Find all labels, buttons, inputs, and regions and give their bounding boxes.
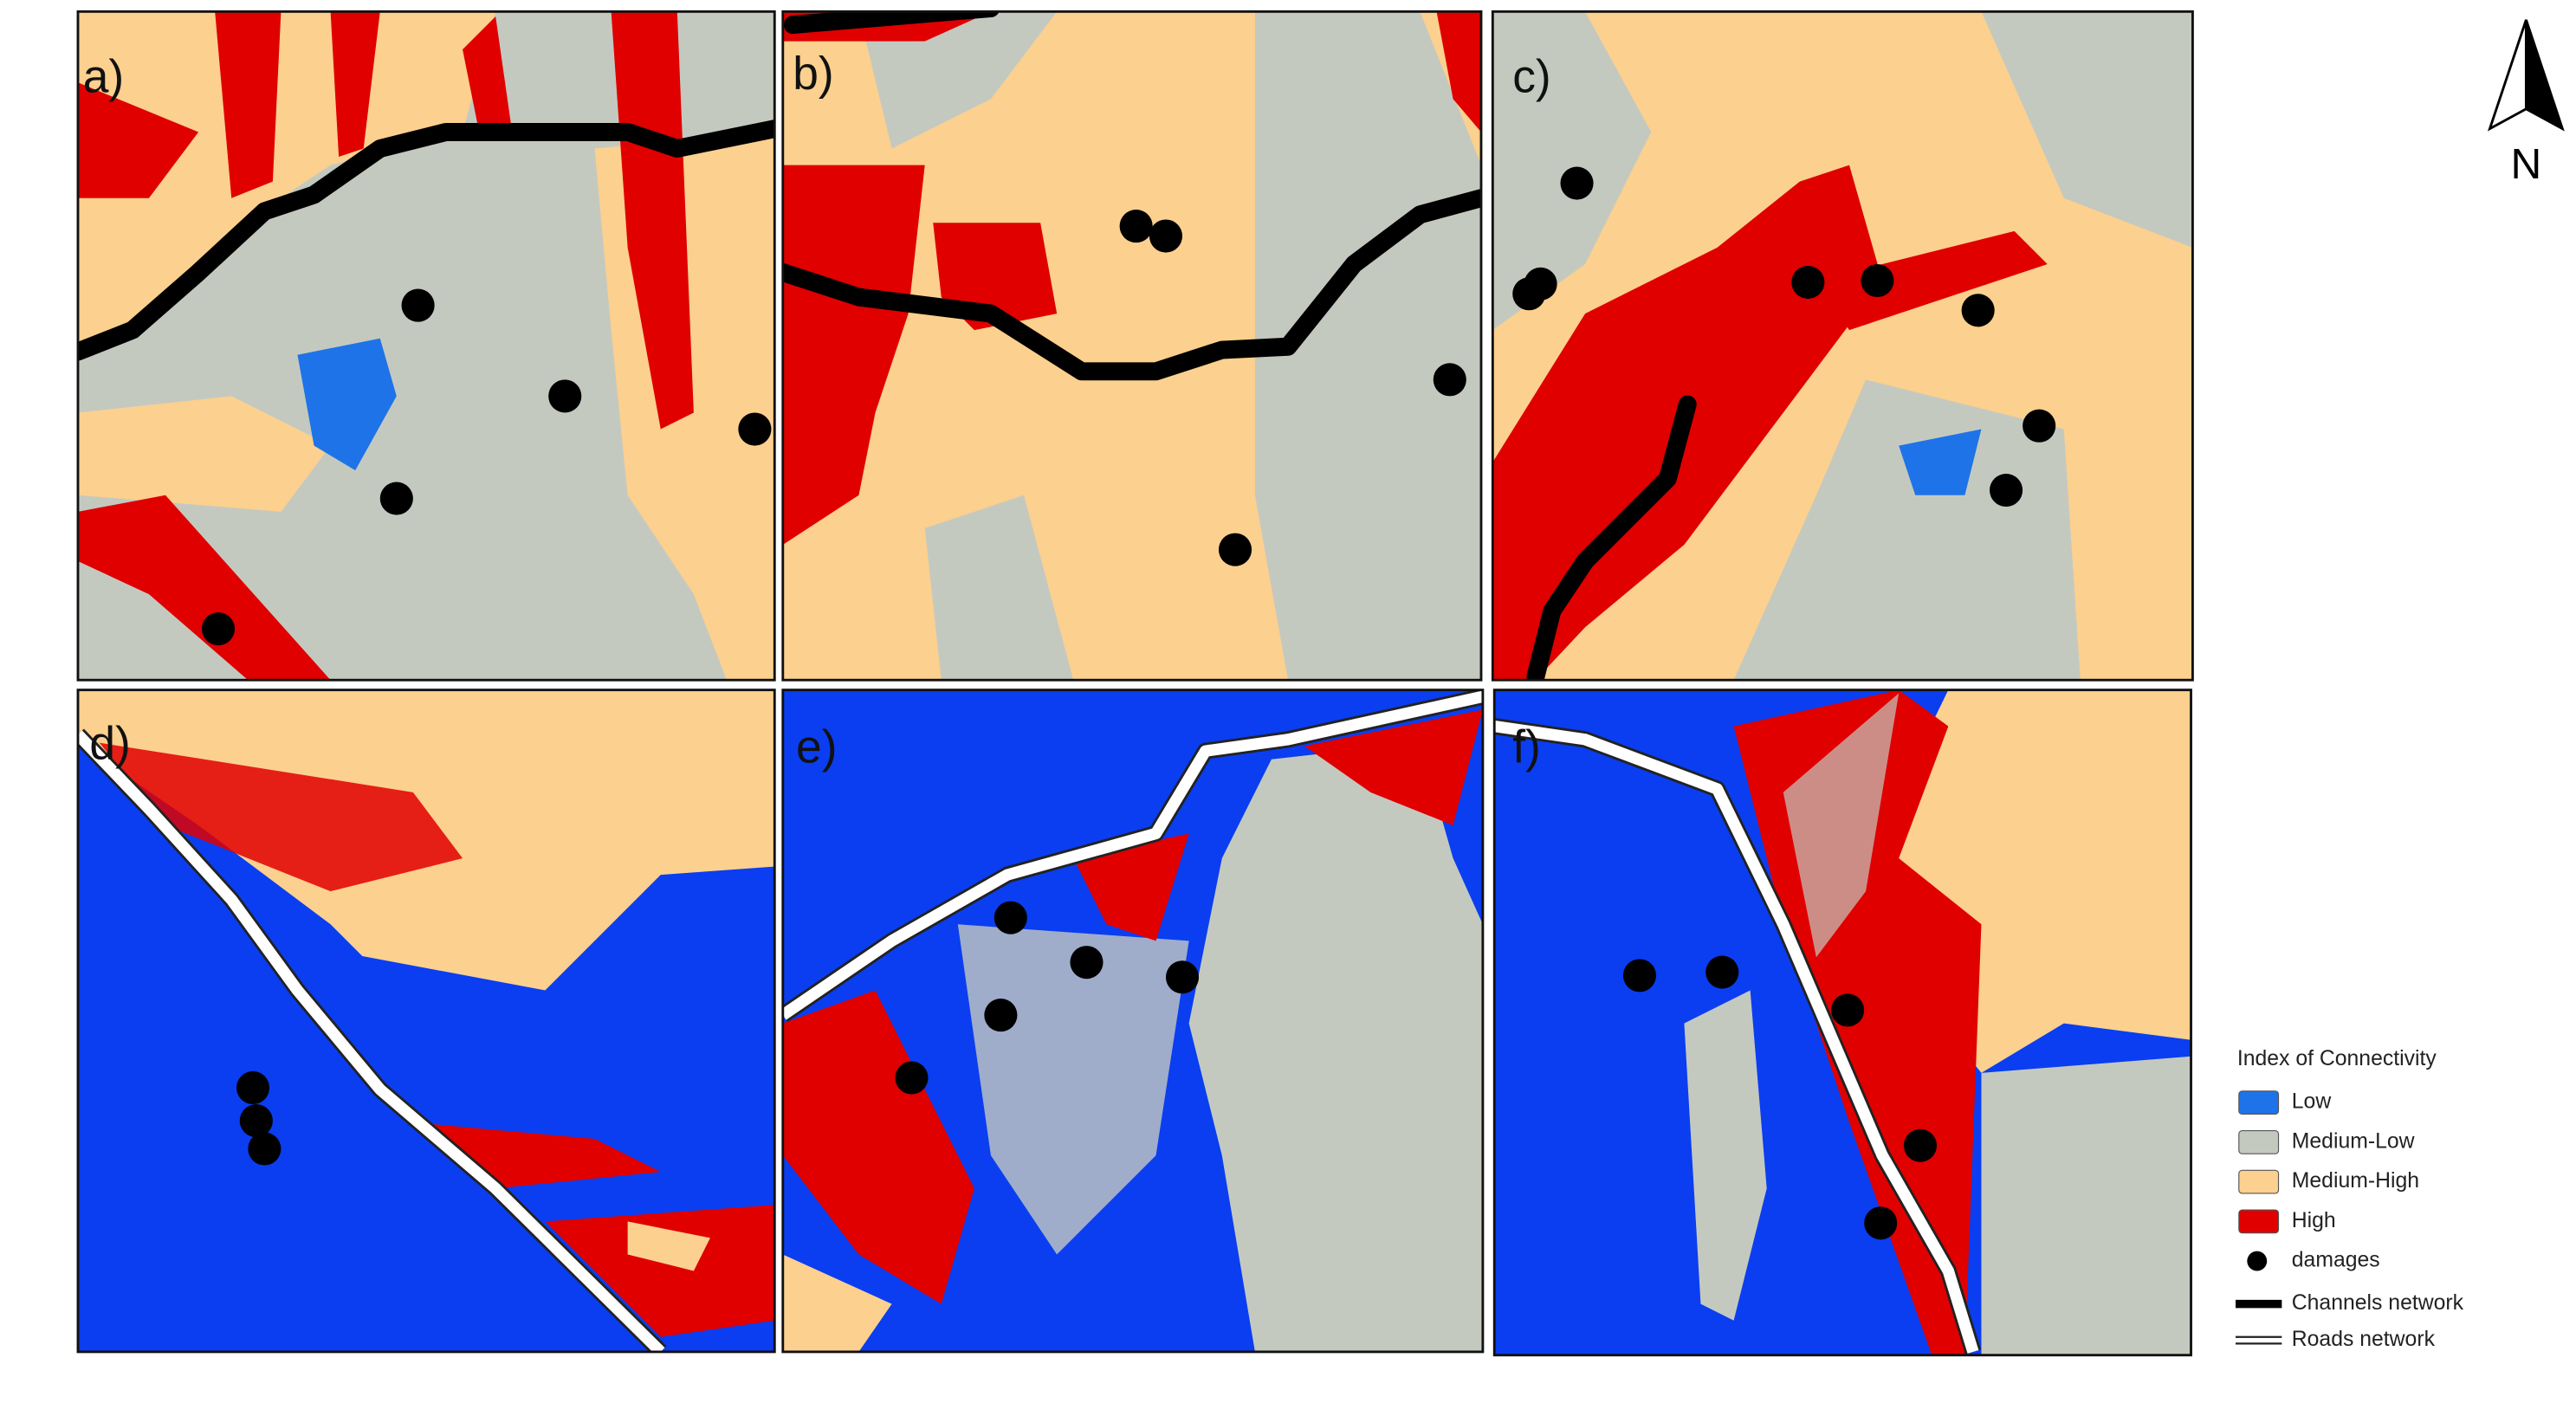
legend-swatch: [2239, 1131, 2279, 1154]
map-panel-e: [783, 690, 1483, 1352]
legend-label: Low: [2292, 1090, 2332, 1114]
legend-swatch: [2239, 1210, 2279, 1233]
legend-title: Index of Connectivity: [2237, 1047, 2437, 1070]
panel-label: a): [83, 52, 124, 103]
legend-label: damages: [2292, 1249, 2380, 1272]
map-panel-c: [1492, 11, 2192, 680]
panel-label: b): [793, 48, 833, 100]
legend-label: Medium-High: [2292, 1169, 2419, 1193]
map-panel-a: [78, 11, 774, 680]
legend-label: Channels network: [2292, 1291, 2464, 1315]
legend-label: Roads network: [2292, 1328, 2436, 1351]
north-arrow: N: [2489, 20, 2562, 188]
map-panel-b: [783, 9, 1481, 681]
legend-swatch: [2239, 1091, 2279, 1115]
north-label: N: [2511, 139, 2542, 188]
panel-label: e): [796, 722, 837, 773]
map-panel-d: [78, 690, 774, 1352]
legend-label: High: [2292, 1209, 2336, 1232]
legend-label: Medium-Low: [2292, 1129, 2415, 1153]
panel-label: c): [1512, 52, 1550, 103]
legend: Index of Connectivity damages Channels n…: [2236, 1047, 2464, 1351]
figure: a) b) c) d) e) f) N Index of Connectivit…: [0, 0, 2576, 1403]
panel-label: f): [1512, 722, 1541, 773]
map-panel-f: [1494, 690, 2191, 1355]
panel-label: d): [89, 719, 130, 770]
legend-swatch: [2239, 1170, 2279, 1193]
